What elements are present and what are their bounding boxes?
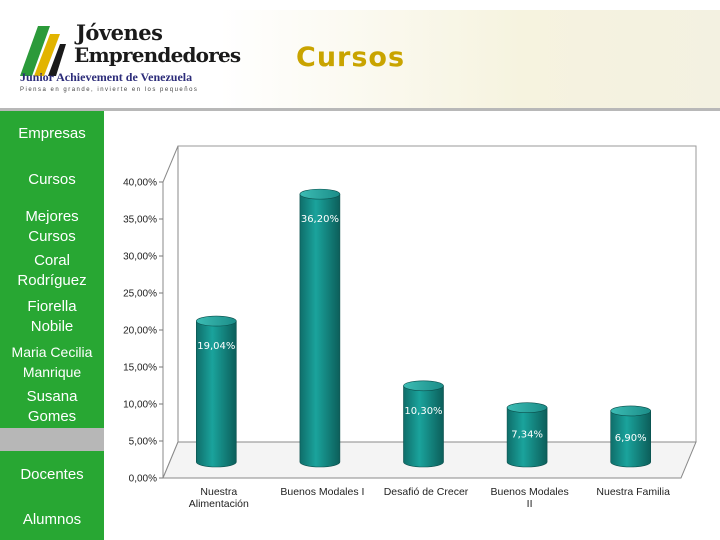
y-tick-label: 20,00% xyxy=(123,326,157,337)
y-tick-label: 35,00% xyxy=(123,215,157,226)
sidebar-item-alumnos[interactable]: Alumnos xyxy=(22,511,82,528)
bar-top xyxy=(506,402,548,413)
page-title: Cursos xyxy=(296,42,406,73)
bar-body xyxy=(506,407,548,468)
bar-body xyxy=(403,385,444,468)
logo-mark-icon xyxy=(20,26,66,76)
x-tick-label: Nuestra Familia xyxy=(596,486,670,498)
y-tick-label: 0,00% xyxy=(129,474,157,485)
data-label: 36,20% xyxy=(301,214,339,225)
header: Jóvenes Emprendedores Junior Achievement… xyxy=(0,0,720,111)
bar xyxy=(403,380,444,468)
header-divider xyxy=(0,108,720,111)
bar-top xyxy=(196,315,237,327)
bar-chart: 0,00% 5,00% 10,00% 15,00% 20,00% 25,00% 30,00%… xyxy=(123,145,697,510)
logo-tagline: Piensa en grande, invierte en los pequeñ… xyxy=(20,87,199,93)
y-tick-label: 15,00% xyxy=(123,363,157,374)
x-tick-label: Buenos Modales I xyxy=(280,486,364,498)
header-background xyxy=(220,10,720,108)
bar xyxy=(196,315,237,468)
bar xyxy=(506,402,548,468)
y-tick-label: 30,00% xyxy=(123,252,157,263)
sidebar-item-cursos[interactable]: Cursos xyxy=(28,171,76,188)
sidebar xyxy=(0,111,104,540)
data-label: 7,34% xyxy=(511,430,543,441)
bar xyxy=(299,188,341,468)
bar-top xyxy=(299,188,341,200)
sidebar-item-mejores-cursos[interactable]: Mejores Cursos xyxy=(25,208,79,245)
sidebar-item-coral-rodriguez[interactable]: Coral Rodríguez xyxy=(17,252,87,289)
sidebar-item-susana-gomes[interactable]: Susana Gomes xyxy=(26,388,78,425)
y-tick-label: 40,00% xyxy=(123,178,157,189)
bar-body xyxy=(299,193,341,468)
sidebar-item-empresas[interactable]: Empresas xyxy=(18,125,86,142)
logo-organization: Junior Achievement de Venezuela xyxy=(20,70,193,84)
chart-side-wall xyxy=(162,145,179,479)
logo-title-line1: Jóvenes xyxy=(76,20,163,45)
data-label: 6,90% xyxy=(615,433,647,444)
bar-body xyxy=(196,320,237,468)
bar-top xyxy=(610,405,652,417)
sidebar-item-maria-cecilia-manrique[interactable]: Maria Cecilia Manrique xyxy=(11,344,93,380)
sidebar-item-docentes[interactable]: Docentes xyxy=(20,466,84,483)
sidebar-item-fiorella-nobile[interactable]: Fiorella Nobile xyxy=(27,298,77,335)
x-tick-label: Buenos Modales II xyxy=(490,486,568,510)
y-tick-label: 10,00% xyxy=(123,400,157,411)
logo-title-line2: Emprendedores xyxy=(74,43,241,67)
y-tick-label: 5,00% xyxy=(129,437,157,448)
x-tick-label: Nuestra Alimentación xyxy=(189,486,249,510)
bar xyxy=(610,405,652,468)
bar-top xyxy=(403,380,444,392)
sidebar-separator xyxy=(0,428,104,451)
bar-body xyxy=(610,410,651,468)
x-tick-label: Desafió de Crecer xyxy=(384,486,469,498)
logo[interactable]: Jóvenes Emprendedores Junior Achievement… xyxy=(16,18,241,98)
y-tick-label: 25,00% xyxy=(123,289,157,300)
data-label: 10,30% xyxy=(404,406,442,417)
data-label: 19,04% xyxy=(197,341,235,352)
